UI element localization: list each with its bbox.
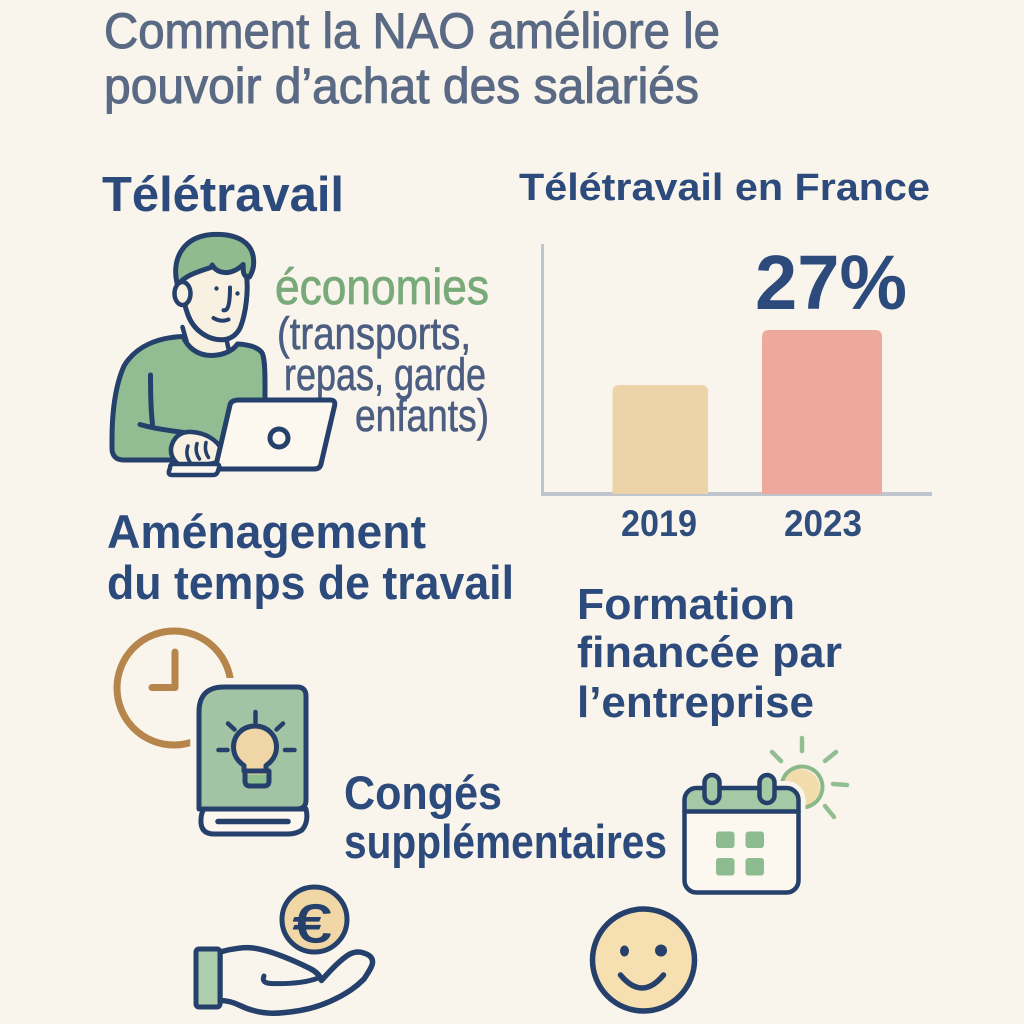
- svg-text:Congés: Congés: [344, 766, 502, 819]
- svg-text:Comment la NAO améliore le: Comment la NAO améliore le: [104, 3, 720, 59]
- svg-text:financée par: financée par: [577, 628, 842, 677]
- svg-text:€: €: [293, 894, 331, 954]
- svg-text:supplémentaires: supplémentaires: [344, 815, 667, 868]
- svg-text:économies: économies: [275, 259, 489, 315]
- svg-text:repas, garde: repas, garde: [284, 349, 486, 400]
- svg-text:enfants): enfants): [355, 390, 489, 441]
- svg-text:du temps de travail: du temps de travail: [107, 556, 514, 609]
- svg-text:l’entreprise: l’entreprise: [577, 678, 814, 727]
- svg-text:2019: 2019: [621, 503, 697, 544]
- svg-text:pouvoir d’achat des salariés: pouvoir d’achat des salariés: [104, 58, 699, 114]
- svg-text:Aménagement: Aménagement: [107, 505, 426, 558]
- svg-text:Télétravail: Télétravail: [102, 168, 344, 222]
- svg-text:2023: 2023: [784, 503, 862, 544]
- svg-text:Télétravail en France: Télétravail en France: [519, 167, 930, 209]
- svg-text:27%: 27%: [755, 240, 907, 326]
- svg-text:Formation: Formation: [577, 580, 795, 629]
- svg-text:(transports,: (transports,: [277, 308, 471, 359]
